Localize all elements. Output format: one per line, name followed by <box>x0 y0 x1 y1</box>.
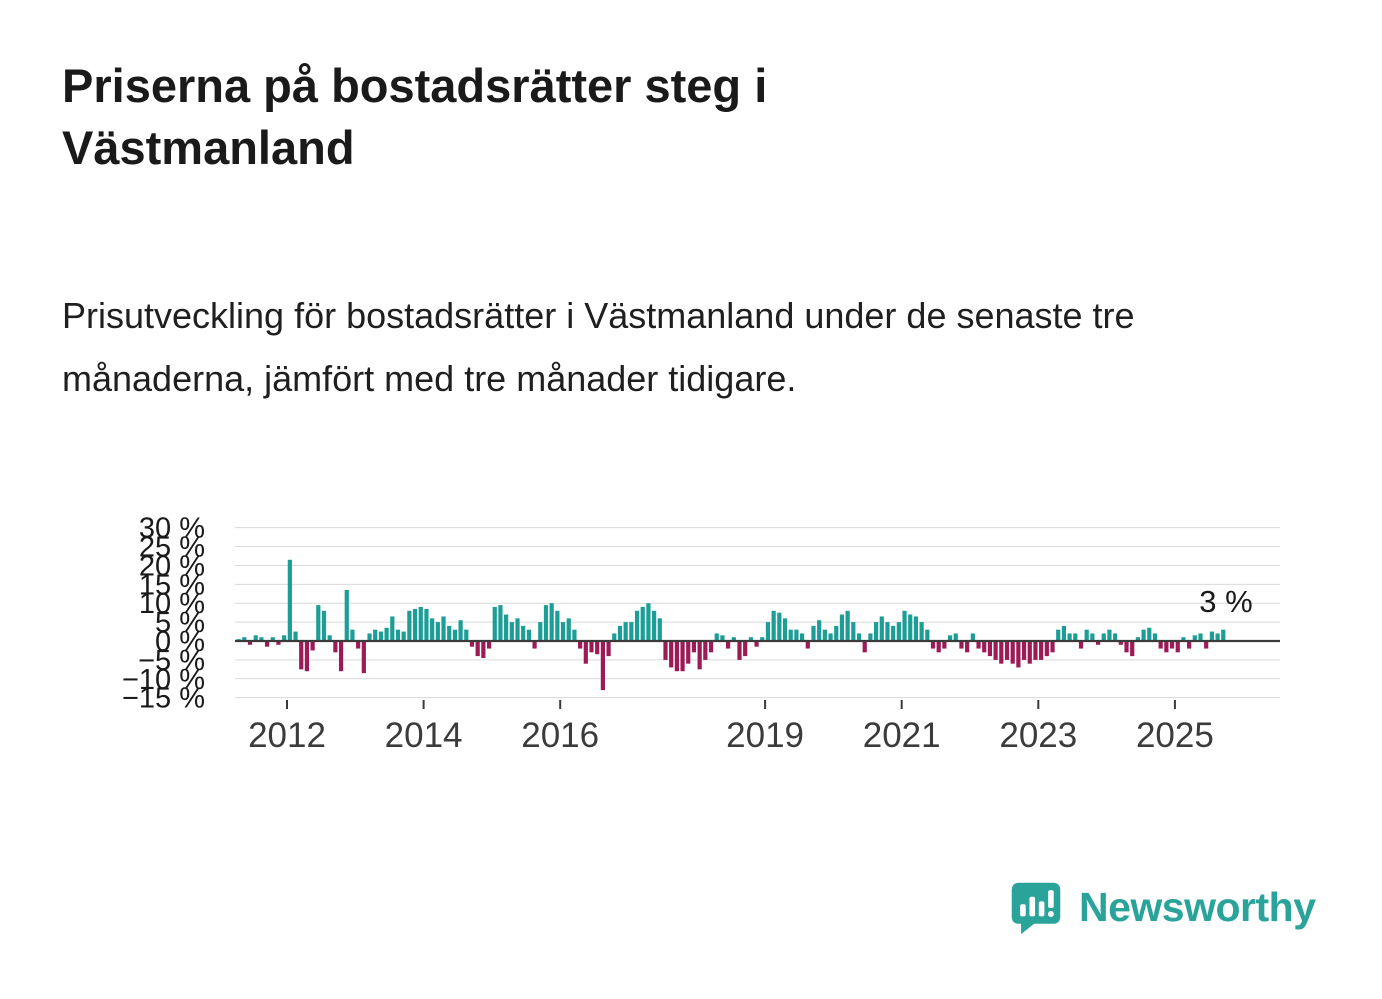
newsworthy-logo-icon <box>1011 882 1061 935</box>
svg-text:15 %: 15 % <box>139 569 205 601</box>
svg-text:5 %: 5 % <box>155 607 205 639</box>
svg-text:10 %: 10 % <box>139 588 205 620</box>
svg-text:2025: 2025 <box>1136 716 1214 755</box>
svg-text:2021: 2021 <box>863 716 941 755</box>
newsworthy-logo[interactable]: Newsworthy <box>1008 876 1316 938</box>
svg-text:2016: 2016 <box>521 716 599 755</box>
svg-text:3 %: 3 % <box>1199 584 1252 619</box>
svg-text:30 %: 30 % <box>139 513 205 545</box>
svg-text:20 %: 20 % <box>139 550 205 582</box>
svg-text:0 %: 0 % <box>155 626 205 658</box>
svg-text:−5 %: −5 % <box>138 645 205 677</box>
newsworthy-logo-text: Newsworthy <box>1079 883 1316 930</box>
page-subtitle: Prisutveckling för bostadsrätter i Västm… <box>62 295 1135 399</box>
page-title: Priserna på bostadsrätter steg i Västman… <box>62 59 768 175</box>
svg-text:2023: 2023 <box>999 716 1077 755</box>
svg-text:2014: 2014 <box>385 716 463 755</box>
svg-text:−15 %: −15 % <box>122 683 205 715</box>
svg-text:2019: 2019 <box>726 716 804 755</box>
svg-text:25 %: 25 % <box>139 532 205 564</box>
svg-text:−10 %: −10 % <box>122 664 205 696</box>
svg-text:2012: 2012 <box>248 716 326 755</box>
